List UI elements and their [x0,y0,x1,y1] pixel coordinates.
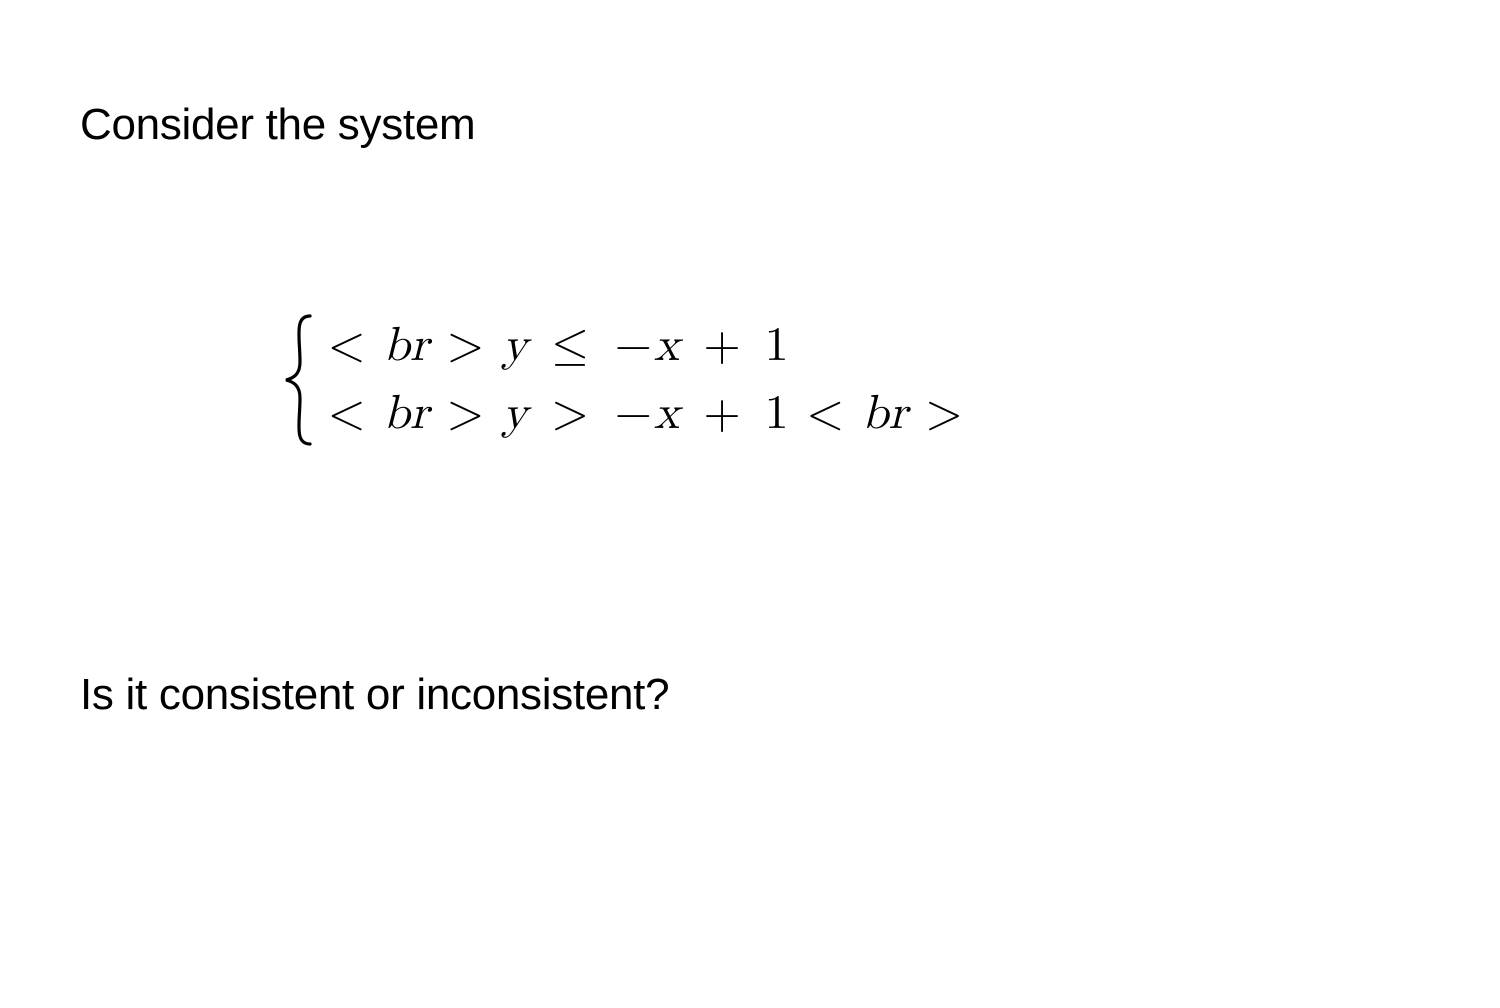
system-lines: < br > y ≤ −x + 1 < br > y > −x + 1 < br… [326,316,965,444]
system-of-inequalities: < br > y ≤ −x + 1 < br > y > −x + 1 < br… [280,310,1420,450]
inequality-line-1: < br > y ≤ −x + 1 [326,316,965,376]
question-text: Is it consistent or inconsistent? [80,670,1420,720]
inequality-line-2: < br > y > −x + 1 < br > [326,384,965,444]
left-brace-icon [280,310,320,450]
intro-text: Consider the system [80,100,1420,150]
page: Consider the system < br > y ≤ −x + 1 < … [0,0,1500,720]
